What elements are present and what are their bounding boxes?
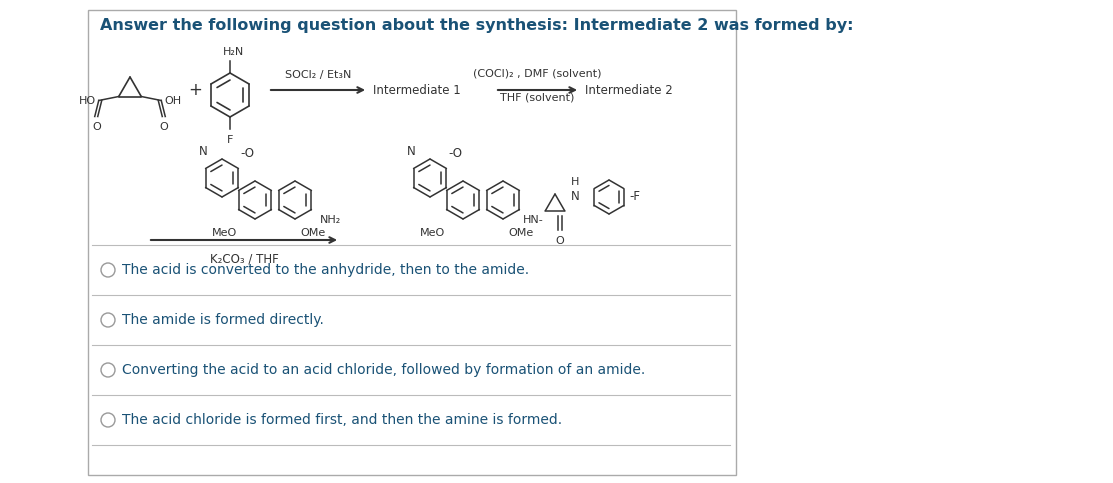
Text: NH₂: NH₂ [321, 215, 342, 225]
Text: Intermediate 2: Intermediate 2 [585, 84, 672, 97]
Text: +: + [188, 81, 201, 99]
Text: F: F [227, 135, 234, 145]
Text: The acid is converted to the anhydride, then to the amide.: The acid is converted to the anhydride, … [122, 263, 529, 277]
Text: MeO: MeO [420, 228, 445, 238]
Text: N: N [571, 190, 580, 203]
Text: N: N [199, 145, 208, 158]
Text: SOCl₂ / Et₃N: SOCl₂ / Et₃N [285, 70, 352, 80]
Text: The acid chloride is formed first, and then the amine is formed.: The acid chloride is formed first, and t… [122, 413, 562, 427]
Text: MeO: MeO [211, 228, 237, 238]
Text: Converting the acid to an acid chloride, followed by formation of an amide.: Converting the acid to an acid chloride,… [122, 363, 646, 377]
Text: H: H [571, 177, 580, 187]
Text: K₂CO₃ / THF: K₂CO₃ / THF [209, 253, 278, 266]
Text: The amide is formed directly.: The amide is formed directly. [122, 313, 324, 327]
Bar [88, 10, 736, 475]
Text: N: N [407, 145, 416, 158]
Text: HO: HO [79, 96, 96, 105]
Text: -F: -F [629, 190, 640, 203]
Text: OH: OH [165, 96, 181, 105]
Text: O: O [555, 236, 564, 246]
Text: O: O [92, 123, 101, 132]
Text: (COCl)₂ , DMF (solvent): (COCl)₂ , DMF (solvent) [473, 68, 602, 78]
Text: -O: -O [449, 147, 462, 160]
Text: H₂N: H₂N [224, 47, 245, 57]
Text: -O: -O [240, 147, 254, 160]
Text: O: O [159, 123, 168, 132]
Text: Intermediate 1: Intermediate 1 [373, 84, 461, 97]
Text: HN-: HN- [523, 215, 544, 225]
Text: Answer the following question about the synthesis: Intermediate 2 was formed by:: Answer the following question about the … [100, 18, 854, 33]
Text: THF (solvent): THF (solvent) [501, 92, 574, 102]
Text: OMe: OMe [508, 228, 533, 238]
Text: OMe: OMe [301, 228, 325, 238]
